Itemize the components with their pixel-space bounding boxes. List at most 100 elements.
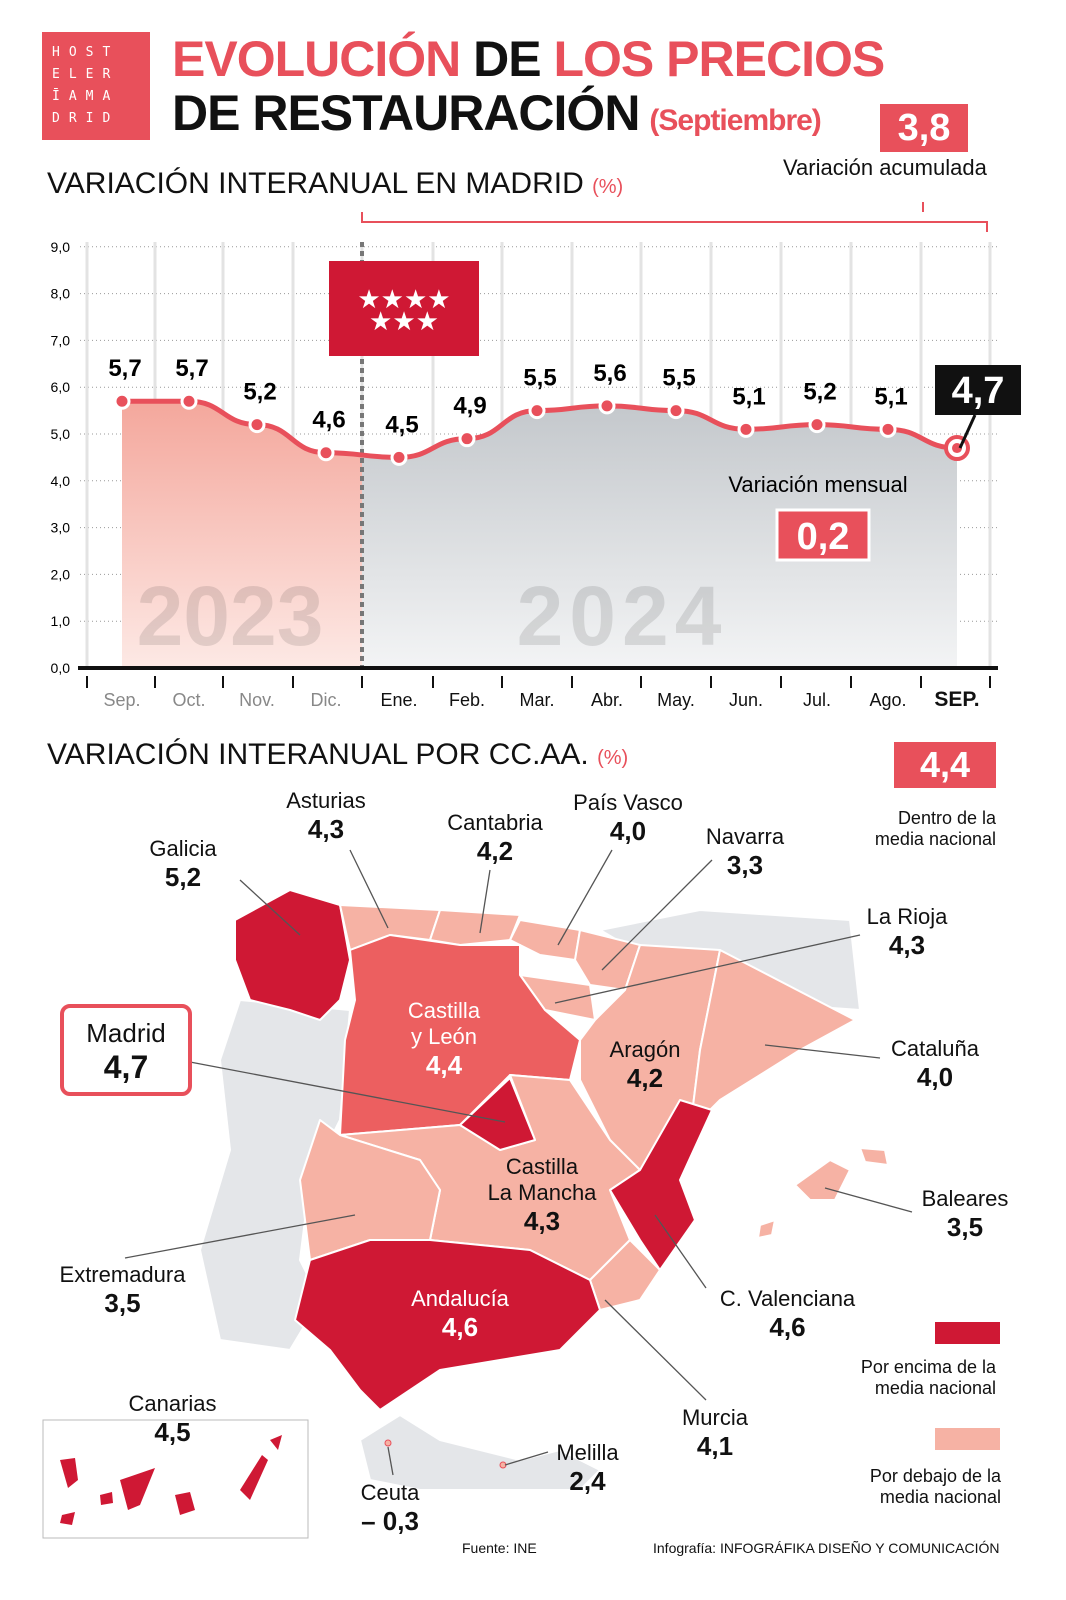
label-la-rioja: La Rioja 4,3 [866, 904, 948, 960]
x-tick-label: Dic. [311, 690, 342, 710]
national-label: Dentro de la media nacional [874, 808, 996, 849]
data-label: 5,6 [593, 360, 626, 387]
label-canarias: Canarias 4,5 [128, 1391, 217, 1447]
monthly-label: Variación mensual [728, 472, 907, 497]
data-label: 5,5 [523, 365, 556, 392]
data-label: 5,7 [175, 355, 208, 382]
label-asturias: Asturias 4,3 [286, 788, 366, 844]
accumulated-bracket [361, 212, 988, 232]
label-pais-vasco: País Vasco 4,0 [573, 790, 683, 846]
data-point [879, 420, 897, 438]
label-murcia: Murcia 4,1 [681, 1405, 748, 1461]
flag-stars-icon: ★★★★ [357, 284, 450, 314]
region-galicia[interactable] [234, 889, 351, 1021]
data-point [598, 397, 616, 415]
region-pais-vasco[interactable] [509, 919, 581, 961]
label-cataluna: Cataluña 4,0 [890, 1036, 980, 1092]
y-tick-label: 7,0 [51, 332, 71, 348]
y-tick-label: 3,0 [51, 520, 71, 536]
section2-title: VARIACIÓN INTERANUAL POR CC.AA. (%) [47, 738, 629, 771]
region-cantabria[interactable] [429, 909, 521, 946]
data-label: 4,9 [453, 393, 486, 420]
data-point [317, 444, 335, 462]
data-label: 4,5 [385, 411, 418, 438]
label-melilla: Melilla 2,4 [556, 1440, 619, 1496]
accumulated-label: Variación acumulada [783, 155, 987, 180]
data-point [113, 392, 131, 410]
data-label: 5,5 [662, 365, 695, 392]
svg-text:★★★: ★★★ [369, 306, 439, 336]
x-tick-label: Nov. [239, 690, 275, 710]
x-tick-label: Ene. [380, 690, 417, 710]
leader-lines [124, 849, 913, 1476]
region-baleares[interactable] [794, 1159, 851, 1201]
data-point [390, 448, 408, 466]
region-c-valenciana[interactable] [609, 1099, 713, 1271]
area-2024 [362, 405, 957, 668]
label-andalucia: Andalucía 4,6 [411, 1286, 509, 1342]
accumulated-value: 3,8 [880, 104, 968, 152]
data-point [737, 420, 755, 438]
data-label: 5,2 [243, 379, 276, 406]
label-extremadura: Extremadura 3,5 [59, 1262, 186, 1318]
label-aragon: Aragón 4,2 [609, 1037, 681, 1093]
national-value: 4,4 [894, 742, 996, 788]
region-cataluna[interactable] [689, 949, 856, 1131]
madrid-line-chart: 0,0 1,0 2,0 3,0 4,0 5,0 6,0 7,0 8,0 9,0 2023 2024… [51, 202, 1021, 711]
data-label: 4,6 [312, 407, 345, 434]
year-label-2023: 2023 [137, 569, 324, 663]
madrid-flag [329, 261, 479, 356]
x-tick-label: Feb. [449, 690, 485, 710]
label-navarra: Navarra 3,3 [705, 824, 785, 880]
current-value: 4,7 [952, 370, 1005, 412]
region-canarias[interactable] [60, 1435, 282, 1525]
y-tick-label: 8,0 [51, 286, 71, 302]
monthly-value-box [775, 508, 871, 562]
monthly-value: 0,2 [797, 516, 850, 558]
data-point [808, 416, 826, 434]
label-madrid: Madrid 4,7 [86, 1018, 166, 1085]
madrid-callout [60, 1004, 192, 1096]
title-line-1: EVOLUCIÓN DE LOS PRECIOS [172, 31, 885, 87]
label-c-valenciana: C. Valenciana 4,6 [719, 1286, 856, 1342]
x-tick-label: Mar. [519, 690, 554, 710]
data-point [667, 402, 685, 420]
data-label: 5,1 [732, 383, 765, 410]
x-tick-label: Jun. [729, 690, 763, 710]
ceuta-marker [384, 1439, 392, 1447]
data-point [528, 402, 546, 420]
hosteleria-madrid-logo: HOST ELER ĪAMA DRID [42, 32, 150, 140]
canarias-inset [42, 1419, 309, 1539]
x-tick-label: Sep. [103, 690, 140, 710]
y-tick-label: 4,0 [51, 473, 71, 489]
label-galicia: Galicia 5,2 [149, 836, 217, 892]
x-tick-label: May. [657, 690, 695, 710]
region-castilla-leon[interactable] [339, 934, 581, 1136]
legend-above-label: Por encima de la media nacional [860, 1357, 996, 1398]
data-label: 5,1 [874, 383, 907, 410]
label-ceuta: Ceuta – 0,3 [360, 1480, 420, 1536]
data-label: 5,7 [108, 355, 141, 382]
data-point [248, 416, 266, 434]
y-tick-label: 6,0 [51, 379, 71, 395]
section1-title: VARIACIÓN INTERANUAL EN MADRID (%) [47, 167, 624, 200]
label-cantabria: Cantabria 4,2 [447, 810, 543, 866]
x-tick-label: Oct. [172, 690, 205, 710]
region-andalucia[interactable] [294, 1239, 601, 1411]
legend-below-swatch [935, 1428, 1000, 1450]
x-tick-label: Ago. [869, 690, 906, 710]
y-tick-label: 2,0 [51, 566, 71, 582]
title-line-2: DE RESTAURACIÓN (Septiembre) [172, 85, 822, 141]
region-madrid[interactable] [459, 1077, 536, 1151]
x-tick-label: SEP. [934, 688, 979, 711]
data-point [180, 392, 198, 410]
legend-above-swatch [935, 1322, 1000, 1344]
label-castilla-leon: Castilla y León 4,4 [407, 998, 481, 1080]
label-castilla-la-mancha: Castilla La Mancha 4,3 [487, 1154, 597, 1236]
data-label: 5,2 [803, 379, 836, 406]
year-label-2024: 2024 [517, 569, 728, 663]
y-tick-label: 9,0 [51, 239, 71, 255]
y-tick-label: 1,0 [51, 613, 71, 629]
current-value-box [935, 365, 1021, 415]
